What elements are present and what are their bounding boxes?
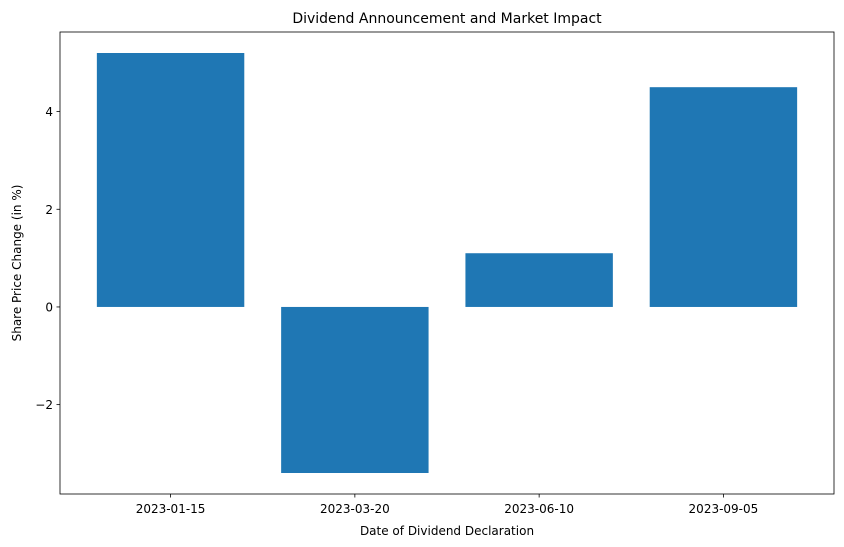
x-tick-label: 2023-06-10 [504, 502, 574, 516]
bars-group [96, 53, 798, 473]
x-tick-label: 2023-09-05 [689, 502, 759, 516]
chart-title: Dividend Announcement and Market Impact [292, 11, 602, 27]
y-tick-label: −2 [35, 398, 53, 412]
x-axis-label: Date of Dividend Declaration [360, 524, 534, 538]
y-tick-label: 0 [45, 300, 53, 314]
bar-2023-06-10 [465, 253, 613, 307]
bar-2023-09-05 [649, 87, 798, 307]
x-tick-label: 2023-03-20 [320, 502, 390, 516]
x-axis: 2023-01-15 2023-03-20 2023-06-10 2023-09-05 [136, 494, 759, 516]
bar-2023-01-15 [96, 53, 245, 307]
y-axis: −2 0 2 4 [35, 105, 60, 412]
y-tick-label: 4 [45, 105, 53, 119]
x-tick-label: 2023-01-15 [136, 502, 206, 516]
y-tick-label: 2 [45, 203, 53, 217]
bar-2023-03-20 [281, 306, 429, 473]
y-axis-label: Share Price Change (in %) [10, 185, 24, 342]
plot-frame [59, 31, 835, 495]
